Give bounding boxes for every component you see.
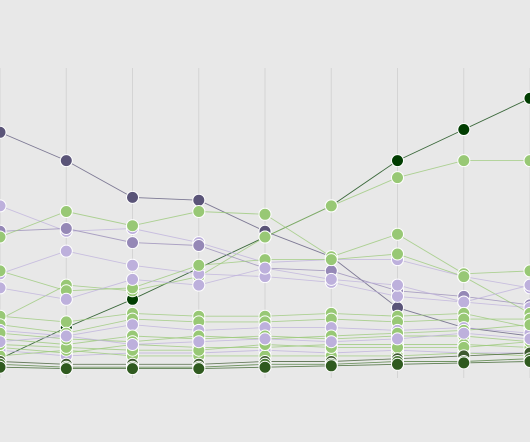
data-point-s8-x8	[523, 278, 530, 292]
data-point-s6-x2	[126, 258, 139, 272]
data-point-s7-x5	[324, 253, 338, 267]
data-point-s5-x3	[192, 205, 206, 218]
data-point-s2-x4	[258, 230, 272, 244]
data-point-s19-x6	[391, 357, 404, 371]
data-point-s1-x8	[523, 91, 530, 105]
data-point-s7-x7	[457, 270, 471, 284]
data-point-s11-x2	[126, 318, 139, 332]
data-point-s1-x7	[457, 123, 471, 136]
data-point-s8-x5	[324, 272, 338, 286]
data-point-s2-x7	[457, 154, 471, 168]
data-point-s19-x0	[0, 360, 7, 374]
data-point-s0-x3	[192, 193, 206, 207]
data-point-s8-x2	[126, 272, 139, 286]
data-point-s1-x6	[391, 154, 404, 168]
data-point-s6-x6	[391, 289, 404, 303]
data-point-s21-x5	[324, 335, 338, 349]
data-point-s7-x6	[391, 247, 404, 261]
data-point-s5-x8	[523, 264, 530, 278]
data-point-s5-x1	[59, 205, 73, 218]
data-point-s2-x8	[523, 154, 530, 168]
data-point-s6-x1	[59, 244, 73, 258]
data-point-s4-x1	[59, 222, 73, 235]
data-point-s8-x7	[457, 295, 471, 309]
data-point-s0-x1	[59, 154, 73, 168]
data-point-s21-x6	[391, 332, 404, 346]
data-point-s7-x0	[0, 264, 7, 278]
data-point-s21-x0	[0, 335, 7, 349]
data-point-s8-x6	[391, 278, 404, 292]
data-point-s5-x0	[0, 230, 7, 244]
data-point-s21-x3	[192, 335, 206, 349]
data-point-s19-x8	[523, 355, 530, 368]
data-point-s5-x2	[126, 219, 139, 233]
data-point-s7-x3	[192, 258, 206, 272]
data-point-s8-x4	[258, 261, 272, 275]
data-point-s21-x2	[126, 338, 139, 351]
data-point-s3-x0	[0, 199, 7, 213]
data-point-s19-x3	[192, 362, 206, 376]
data-point-s2-x5	[324, 199, 338, 213]
data-point-s21-x7	[457, 326, 471, 340]
data-point-s19-x2	[126, 362, 139, 376]
data-point-s0-x2	[126, 190, 139, 204]
data-point-s9-x1	[59, 315, 73, 329]
data-point-s8-x0	[0, 281, 7, 295]
data-point-s5-x4	[258, 207, 272, 221]
data-point-s8-x3	[192, 278, 206, 292]
data-point-s8-x1	[59, 292, 73, 306]
data-point-s20-x8	[523, 318, 530, 332]
data-point-s0-x0	[0, 125, 7, 139]
data-point-s19-x5	[324, 359, 338, 373]
data-point-s21-x1	[59, 329, 73, 343]
series-points	[0, 91, 530, 376]
data-point-s2-x6	[391, 171, 404, 185]
data-point-s19-x7	[457, 356, 471, 370]
data-point-s21-x8	[523, 332, 530, 346]
data-point-s21-x4	[258, 332, 272, 346]
data-point-s4-x2	[126, 236, 139, 250]
data-point-s5-x6	[391, 227, 404, 241]
data-point-s19-x4	[258, 360, 272, 374]
data-point-s4-x3	[192, 239, 206, 252]
data-point-s19-x1	[59, 362, 73, 376]
